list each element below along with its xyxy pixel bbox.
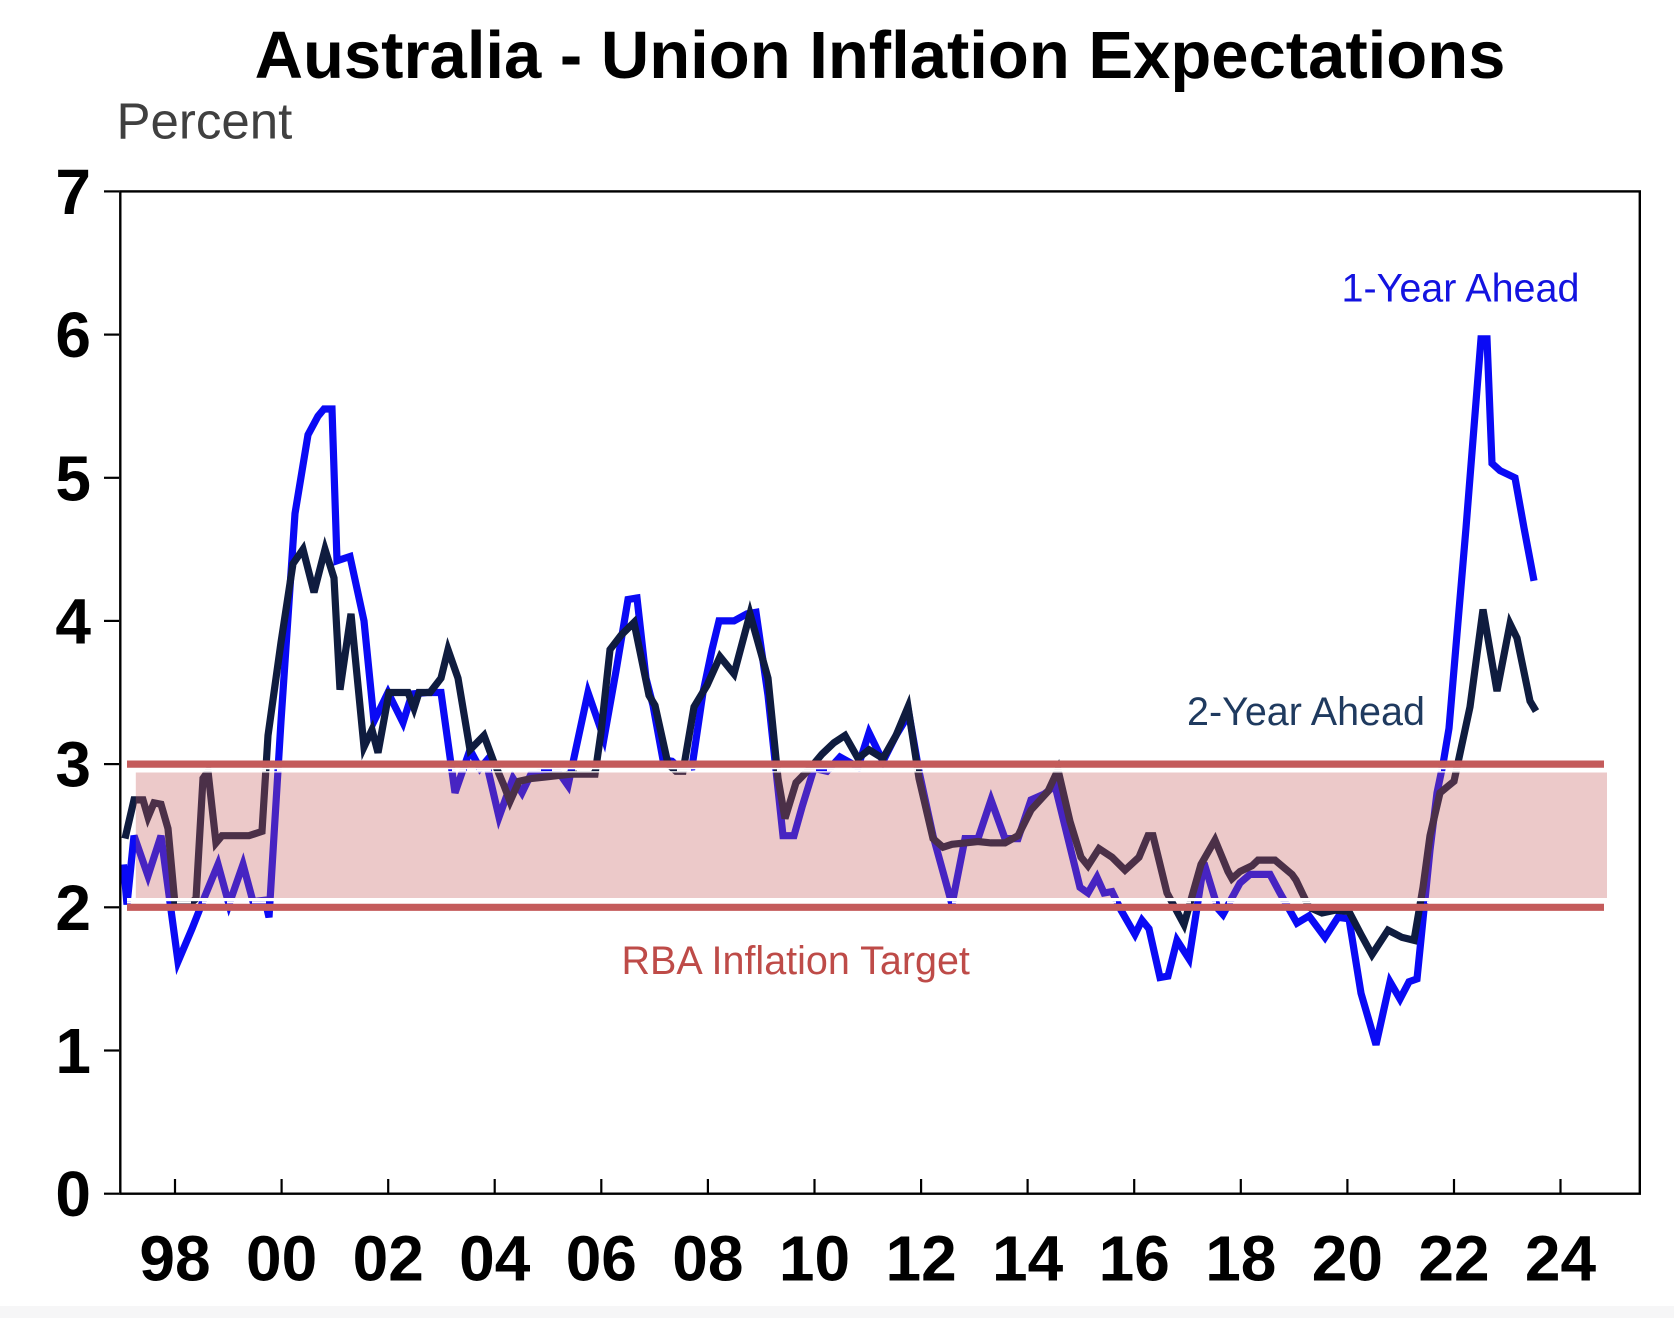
svg-text:Australia - Union Inflation Ex: Australia - Union Inflation Expectations bbox=[255, 18, 1506, 93]
svg-text:10: 10 bbox=[779, 1223, 850, 1295]
svg-text:RBA Inflation Target: RBA Inflation Target bbox=[622, 939, 970, 983]
svg-text:22: 22 bbox=[1418, 1223, 1489, 1295]
svg-text:5: 5 bbox=[55, 442, 91, 514]
svg-text:2: 2 bbox=[55, 872, 91, 944]
svg-text:1-Year Ahead: 1-Year Ahead bbox=[1342, 267, 1580, 311]
svg-text:20: 20 bbox=[1312, 1223, 1383, 1295]
svg-text:2-Year Ahead: 2-Year Ahead bbox=[1187, 690, 1425, 734]
svg-text:06: 06 bbox=[566, 1223, 637, 1295]
svg-text:14: 14 bbox=[992, 1223, 1064, 1295]
svg-text:16: 16 bbox=[1099, 1223, 1170, 1295]
svg-text:12: 12 bbox=[886, 1223, 957, 1295]
svg-text:0: 0 bbox=[55, 1158, 91, 1230]
svg-text:08: 08 bbox=[672, 1223, 743, 1295]
svg-text:18: 18 bbox=[1205, 1223, 1276, 1295]
svg-text:98: 98 bbox=[139, 1223, 210, 1295]
svg-text:00: 00 bbox=[246, 1223, 317, 1295]
svg-text:1: 1 bbox=[55, 1015, 91, 1087]
svg-text:4: 4 bbox=[55, 585, 91, 657]
svg-text:7: 7 bbox=[55, 156, 91, 228]
svg-text:04: 04 bbox=[459, 1223, 531, 1295]
svg-text:3: 3 bbox=[55, 729, 91, 801]
svg-text:6: 6 bbox=[55, 299, 91, 371]
svg-text:Percent: Percent bbox=[117, 93, 293, 150]
svg-text:02: 02 bbox=[353, 1223, 424, 1295]
svg-text:24: 24 bbox=[1525, 1223, 1597, 1295]
